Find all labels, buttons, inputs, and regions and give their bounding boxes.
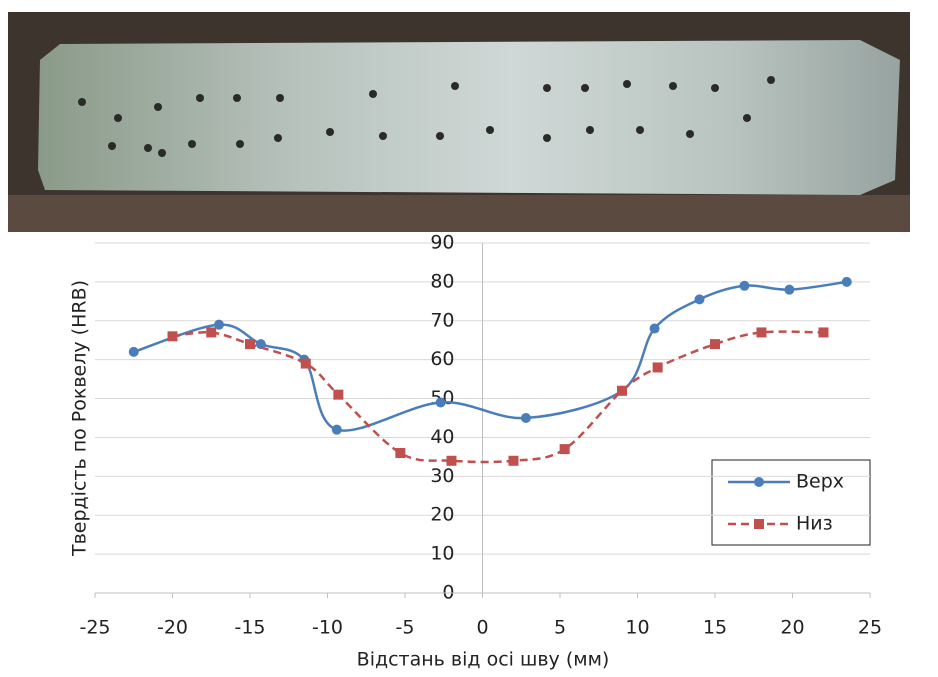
marker [559,444,570,455]
series-line [133,280,847,432]
marker [206,327,217,338]
marker [617,385,627,396]
marker [739,280,750,291]
y-tick-label: 60 [430,348,454,370]
y-tick-label: 90 [430,232,454,254]
legend-marker [754,477,764,487]
marker [841,276,852,287]
legend-label: Низ [796,513,833,535]
y-tick-label: 80 [430,270,454,292]
marker [255,339,266,350]
photo [8,12,910,232]
x-tick-label: 5 [554,617,566,639]
marker [649,323,660,334]
x-axis-title: Відстань від осі шву (мм) [357,649,610,671]
y-tick-label: 40 [430,426,454,448]
marker [508,455,519,466]
marker [446,455,457,466]
marker [520,413,531,423]
x-tick-label: -5 [396,617,415,639]
legend-box [711,459,871,546]
x-tick-label: -20 [157,617,188,639]
marker [245,339,255,350]
x-tick-label: 10 [625,617,649,639]
series-line [172,330,824,464]
marker [214,319,224,330]
marker [710,339,720,350]
marker [818,327,829,338]
marker [128,346,139,357]
marker [331,424,342,435]
legend-marker [754,519,764,529]
y-tick-label: 20 [430,504,454,526]
x-tick-label: 25 [858,617,882,639]
legend-label: Верх [796,471,844,493]
x-tick-label: -15 [234,617,265,639]
marker [756,327,767,338]
x-tick-label: 0 [476,617,488,639]
marker [652,362,663,373]
marker [435,397,446,408]
marker [300,358,311,369]
marker [333,389,344,400]
marker [167,331,178,342]
y-tick-label: 10 [430,543,454,565]
marker [784,284,795,295]
y-axis-title: Твердість по Роквелу (HRB) [69,280,91,557]
marker [395,448,406,458]
marker [694,294,705,305]
y-tick-label: 70 [430,309,454,331]
x-tick-label: 15 [703,617,727,639]
y-tick-label: 30 [430,465,454,487]
x-tick-label: -10 [312,617,343,639]
x-tick-label: 20 [780,617,804,639]
x-tick-label: -25 [79,617,110,639]
